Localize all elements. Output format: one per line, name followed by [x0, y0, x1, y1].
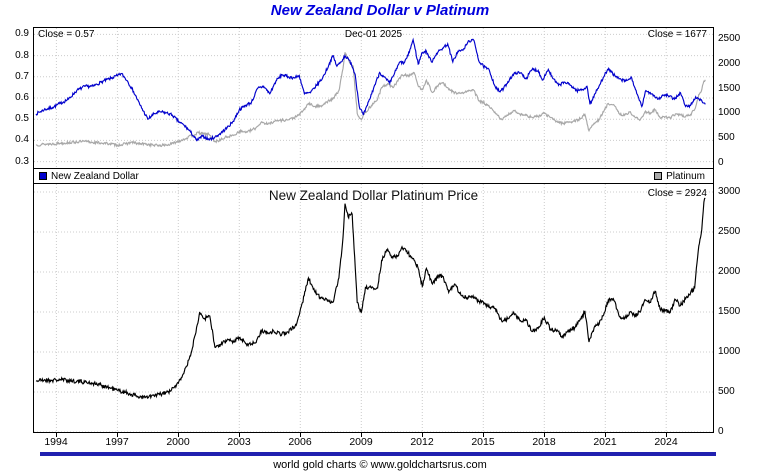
bottom-close-label: Close = 2924 [647, 188, 707, 199]
x-axis-year-label: 1994 [44, 436, 68, 448]
top-right-axis: 2500 2000 1500 1000 500 0 [717, 0, 759, 475]
axis-tick-label: 0.5 [15, 113, 29, 124]
x-axis-year-label: 2000 [166, 436, 190, 448]
x-axis-tick [117, 433, 118, 437]
nzd-color-swatch [39, 172, 47, 180]
axis-tick-label: 0 [718, 157, 724, 168]
x-axis-tick [422, 433, 423, 437]
legend-item-platinum-label: Platinum [666, 171, 705, 182]
top-left-axis: 0.9 0.8 0.7 0.6 0.5 0.4 0.3 [1, 0, 31, 475]
x-axis-year-label: 2009 [349, 436, 373, 448]
x-axis-tick [300, 433, 301, 437]
series-new-zealand-dollar [35, 37, 706, 142]
x-axis-tick [361, 433, 362, 437]
axis-tick-label: 3000 [718, 186, 741, 197]
legend-item-platinum: Platinum [654, 171, 705, 182]
x-axis-year-label: 1997 [105, 436, 129, 448]
x-axis-year-label: 2012 [410, 436, 434, 448]
axis-tick-label: 1000 [718, 346, 741, 357]
top-close-label: Close = 0.57 [38, 29, 95, 40]
axis-tick-label: 2000 [718, 58, 741, 69]
axis-tick-label: 1000 [718, 107, 741, 118]
legend-item-nzd-label: New Zealand Dollar [51, 171, 139, 182]
top-chart-svg [34, 28, 713, 168]
x-axis-tick [178, 433, 179, 437]
axis-tick-label: 0.6 [15, 92, 29, 103]
bottom-chart-plot [33, 183, 714, 433]
bottom-chart-title: New Zealand Dollar Platinum Price [268, 188, 479, 203]
axis-tick-label: 1500 [718, 83, 741, 94]
x-axis-tick [56, 433, 57, 437]
legend-item-nzd: New Zealand Dollar [39, 171, 139, 182]
series-platinum [35, 52, 706, 148]
series-nzd-platinum-price [35, 197, 706, 400]
x-axis-tick [544, 433, 545, 437]
axis-tick-label: 0 [718, 426, 724, 437]
x-axis-year-label: 2021 [593, 436, 617, 448]
axis-tick-label: 500 [718, 386, 735, 397]
footer-bar [40, 452, 716, 456]
bottom-chart-svg [34, 184, 713, 432]
axis-tick-label: 500 [718, 132, 735, 143]
axis-tick-label: 0.7 [15, 71, 29, 82]
axis-tick-label: 0.9 [15, 28, 29, 39]
axis-tick-label: 0.8 [15, 50, 29, 61]
axis-tick-label: 2500 [718, 226, 741, 237]
x-axis-tick [605, 433, 606, 437]
x-axis: 1994 1997 2000 2003 2006 2009 2012 2015 2018 2021… [0, 436, 760, 450]
x-axis-year-label: 2015 [471, 436, 495, 448]
x-axis-tick [666, 433, 667, 437]
x-axis-year-label: 2018 [532, 436, 556, 448]
axis-tick-label: 1500 [718, 306, 741, 317]
top-right-close-label: Close = 1677 [647, 29, 707, 40]
x-axis-tick [239, 433, 240, 437]
axis-tick-label: 2000 [718, 266, 741, 277]
bottom-right-axis: 3000 2500 2000 1500 1000 500 0 [717, 0, 759, 475]
x-axis-tick [483, 433, 484, 437]
axis-tick-label: 2500 [718, 33, 741, 44]
x-axis-year-label: 2024 [654, 436, 678, 448]
platinum-color-swatch [654, 172, 663, 180]
axis-tick-label: 0.4 [15, 134, 29, 145]
top-chart-plot [33, 27, 714, 169]
x-axis-year-label: 2006 [288, 436, 312, 448]
page-title: New Zealand Dollar v Platinum [270, 2, 490, 19]
footer-text: world gold charts © www.goldchartsrus.co… [273, 459, 487, 471]
legend: New Zealand Dollar Platinum [33, 169, 714, 184]
axis-tick-label: 0.3 [15, 156, 29, 167]
x-axis-year-label: 2003 [227, 436, 251, 448]
chart-date-label: Dec-01 2025 [344, 29, 403, 40]
